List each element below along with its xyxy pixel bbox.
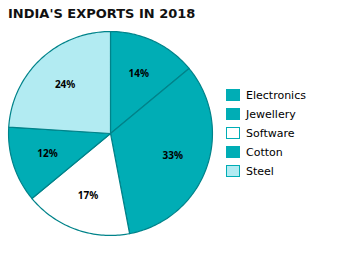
html-text:Steel: Steel <box>246 164 274 178</box>
html-text:INDIA'S EXPORTS IN 2018: INDIA'S EXPORTS IN 2018 <box>8 6 196 21</box>
html-text:Jewellery: Jewellery <box>246 107 296 121</box>
html-text:Electronics: Electronics <box>246 88 306 102</box>
svg-text:12%: 12% <box>37 146 57 160</box>
svg-text:17%: 17% <box>78 188 98 202</box>
svg-text:33%: 33% <box>163 148 183 162</box>
html-text:Software: Software <box>246 126 295 140</box>
html-text:Cotton: Cotton <box>246 145 283 159</box>
svg-text:14%: 14% <box>128 66 148 80</box>
svg-text:24%: 24% <box>55 77 75 91</box>
